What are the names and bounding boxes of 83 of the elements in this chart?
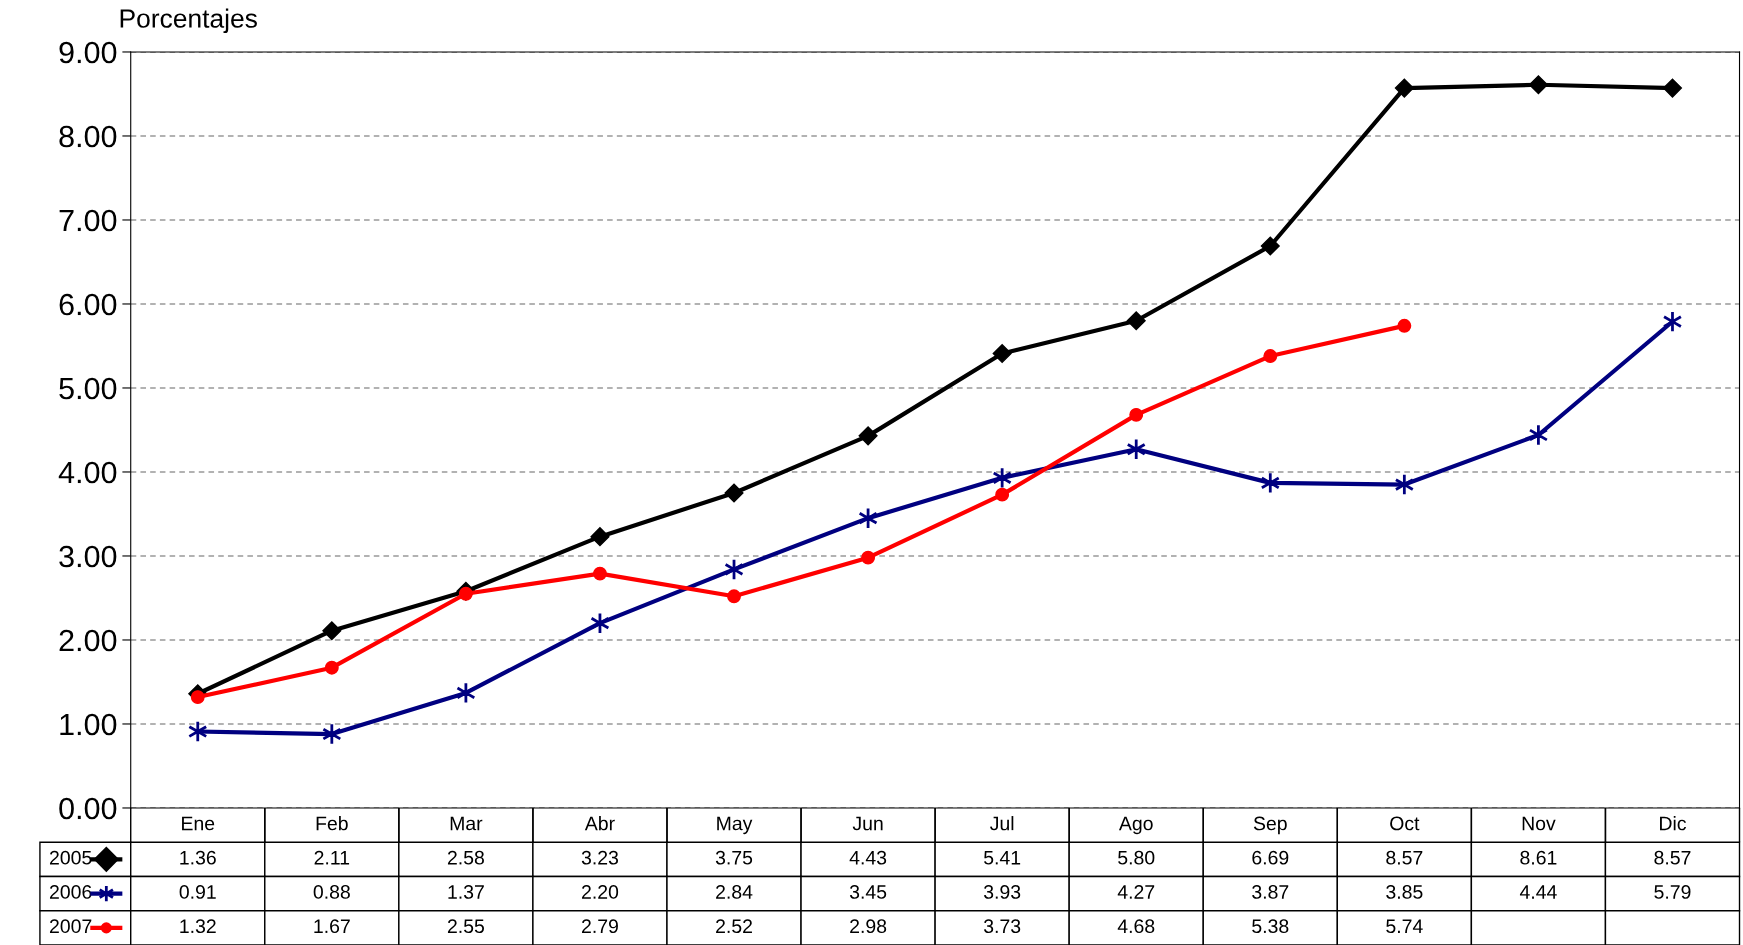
- data-label: 8.57: [1654, 850, 1691, 865]
- point: [1394, 78, 1414, 98]
- x-tick-label: Ene: [182, 816, 215, 831]
- point: [727, 589, 741, 604]
- point: [590, 527, 610, 547]
- x-tick-label: Jul: [990, 816, 1014, 831]
- x-tick-label: Ago: [1118, 816, 1153, 835]
- point: [861, 550, 876, 565]
- y-tick-label: 2.00: [59, 629, 117, 652]
- data-label: 3.73: [983, 919, 1021, 934]
- point: [1129, 407, 1144, 422]
- data-label: 2.79: [582, 919, 618, 934]
- y-tick-label: 1.00: [60, 713, 117, 736]
- point: [724, 483, 744, 503]
- point: [1263, 349, 1278, 364]
- data-label: 3.23: [581, 850, 619, 865]
- data-label: 5.41: [984, 851, 1021, 865]
- x-tick-label: Dic: [1660, 816, 1687, 831]
- point: [322, 621, 342, 641]
- data-label: 5.80: [1118, 850, 1155, 865]
- data-label: 2.20: [582, 885, 619, 899]
- data-label: 3.85: [1386, 885, 1423, 899]
- data-label: 3.87: [1252, 885, 1289, 899]
- data-label: 3.93: [983, 885, 1021, 899]
- point: [593, 566, 607, 581]
- x-tick-label: Oct: [1390, 816, 1420, 831]
- x-tick-label: Nov: [1522, 816, 1556, 831]
- data-label: 0.88: [313, 885, 350, 899]
- data-label: 2.58: [447, 850, 484, 865]
- point: [1260, 471, 1281, 495]
- data-label: 0.91: [179, 885, 216, 899]
- x-tick-label: Feb: [316, 816, 348, 831]
- y-tick-label: 3.00: [59, 545, 117, 568]
- data-label: 2.11: [314, 850, 350, 865]
- data-label: 2.55: [447, 919, 484, 934]
- data-label: 5.38: [1252, 919, 1289, 934]
- y-tick-label: 4.00: [58, 461, 117, 484]
- data-label: 1.37: [448, 885, 484, 899]
- legend-label: 2007: [49, 919, 92, 934]
- x-tick-label: Abr: [584, 816, 615, 831]
- data-label: 5.74: [1386, 919, 1423, 934]
- x-tick-label: Jun: [852, 816, 883, 831]
- legend-label: 2005: [49, 850, 92, 865]
- data-label: 4.27: [1117, 885, 1155, 899]
- y-tick-label: 6.00: [59, 293, 117, 316]
- data-label: 1.67: [314, 919, 350, 934]
- data-label: 5.79: [1654, 885, 1691, 899]
- data-label: 6.69: [1252, 850, 1289, 865]
- x-tick-label: Sep: [1253, 816, 1287, 835]
- point: [1397, 318, 1412, 333]
- y-tick-label: 9.00: [59, 41, 117, 64]
- point: [1528, 423, 1549, 447]
- data-label: 3.45: [849, 885, 887, 899]
- y-axis-title: Porcentajes: [120, 8, 257, 34]
- point: [1528, 75, 1548, 95]
- data-label: 1.36: [180, 850, 216, 865]
- point: [322, 722, 342, 746]
- point: [1126, 311, 1146, 331]
- data-label: 4.44: [1519, 885, 1557, 899]
- x-tick-label: May: [717, 816, 753, 835]
- data-label: 1.32: [180, 919, 216, 934]
- point: [1260, 236, 1280, 256]
- data-label: 8.61: [1520, 850, 1557, 865]
- y-tick-label: 0.00: [59, 797, 117, 820]
- y-tick-label: 5.00: [59, 377, 117, 400]
- y-tick-label: 7.00: [59, 209, 117, 232]
- point: [1662, 78, 1683, 98]
- data-label: 4.68: [1117, 919, 1155, 934]
- y-tick-label: 8.00: [59, 125, 117, 148]
- data-label: 2.84: [716, 885, 753, 899]
- point: [190, 690, 205, 705]
- legend-label: 2006: [49, 885, 92, 899]
- data-label: 3.75: [715, 850, 753, 865]
- data-label: 4.43: [849, 850, 887, 865]
- data-label: 2.98: [850, 919, 887, 934]
- point: [992, 344, 1012, 364]
- data-label: 2.52: [716, 919, 752, 934]
- point: [858, 426, 878, 446]
- point: [995, 487, 1010, 502]
- x-tick-label: Mar: [450, 816, 483, 831]
- point: [992, 466, 1012, 489]
- data-label: 8.57: [1386, 850, 1423, 865]
- point: [324, 660, 339, 675]
